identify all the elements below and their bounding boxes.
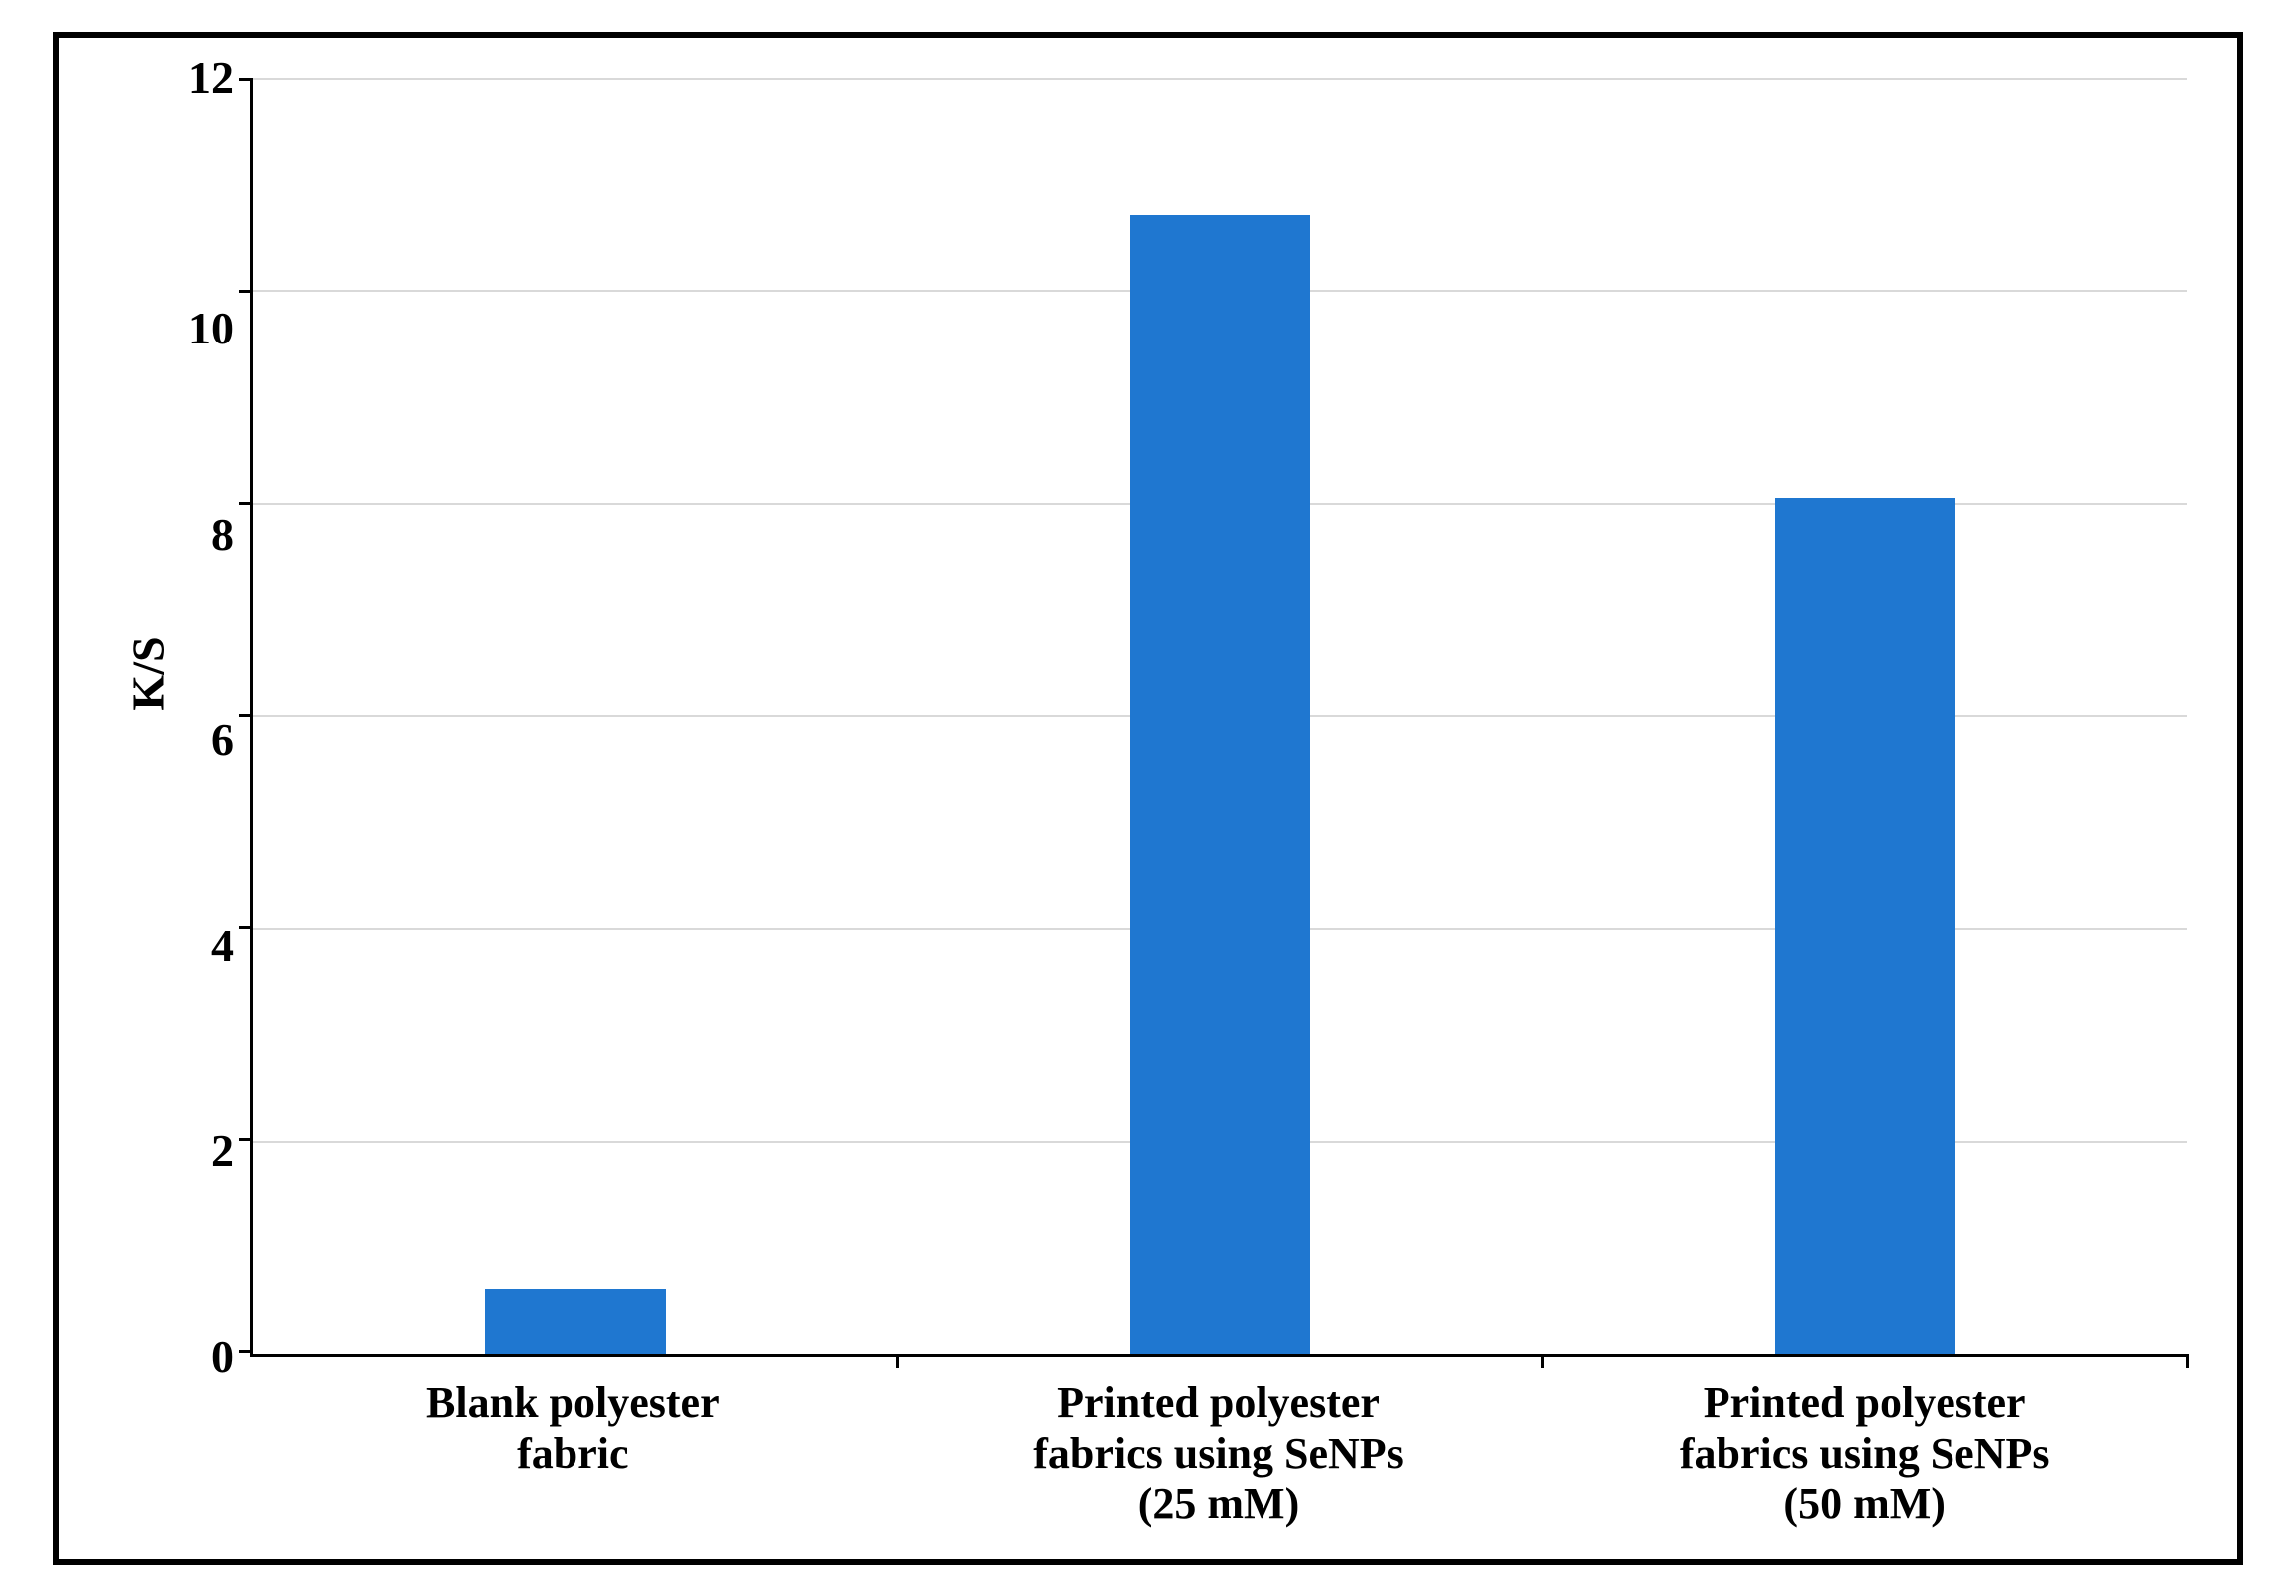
- bar-slot: [898, 78, 1543, 1354]
- y-tick-marks: [239, 78, 253, 1354]
- x-labels: Blank polyester fabricPrinted polyester …: [250, 1377, 2187, 1529]
- plot-column: 121086420 Blank polyester fabricPrinted …: [188, 78, 2187, 1529]
- x-labels-spacer: [188, 1377, 250, 1529]
- x-tick-slot: [253, 1354, 898, 1368]
- x-labels-row: Blank polyester fabricPrinted polyester …: [188, 1357, 2187, 1529]
- y-tick-mark: [239, 78, 253, 81]
- y-tick-label: 10: [188, 306, 234, 351]
- bar: [1775, 498, 1955, 1354]
- bar-slot: [1542, 78, 2187, 1354]
- x-axis-label: Blank polyester fabric: [250, 1377, 896, 1529]
- chart-frame: K/S 121086420 Blank polyester fabricPrin…: [53, 32, 2243, 1565]
- y-tick-label: 0: [211, 1334, 234, 1380]
- bar-slot: [253, 78, 898, 1354]
- y-tick-mark: [239, 502, 253, 505]
- ylabel-wrap: K/S: [109, 78, 188, 1529]
- y-tick-label: 4: [211, 923, 234, 969]
- y-tick-mark: [239, 290, 253, 293]
- y-tick-label: 6: [211, 717, 234, 763]
- bars-layer: [253, 78, 2187, 1354]
- y-tick-label: 8: [211, 512, 234, 558]
- y-tick-mark: [239, 1138, 253, 1141]
- bar: [485, 1289, 665, 1353]
- y-axis-label: K/S: [122, 636, 175, 710]
- y-tick-mark: [239, 714, 253, 717]
- chart-wrap: K/S 121086420 Blank polyester fabricPrin…: [109, 78, 2187, 1529]
- x-tick-slot: [898, 1354, 1543, 1368]
- x-tick-mark: [2186, 1354, 2189, 1368]
- x-axis-label: Printed polyester fabrics using SeNPs (2…: [896, 1377, 1542, 1529]
- y-tick-label: 2: [211, 1128, 234, 1174]
- x-tick-marks: [253, 1354, 2187, 1368]
- y-tick-mark: [239, 1350, 253, 1353]
- plot-area: [250, 78, 2187, 1357]
- y-tick-label: 12: [188, 55, 234, 101]
- x-axis-label: Printed polyester fabrics using SeNPs (5…: [1541, 1377, 2187, 1529]
- plot-row: 121086420: [188, 78, 2187, 1357]
- y-tick-mark: [239, 926, 253, 929]
- bar: [1130, 215, 1310, 1353]
- x-tick-slot: [1542, 1354, 2187, 1368]
